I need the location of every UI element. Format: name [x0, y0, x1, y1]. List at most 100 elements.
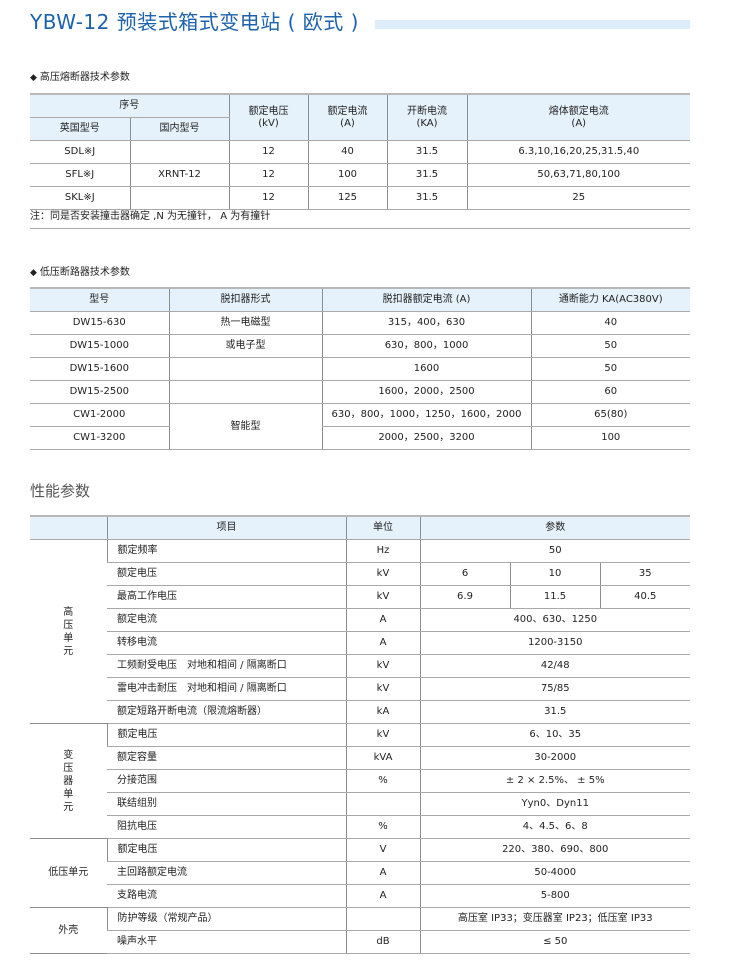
column-header: 脱扣器形式: [168, 287, 322, 312]
table-row: SDL※J 12 40 31.5 6.3,10,16,20,25,31.5,40: [30, 140, 690, 164]
item-cell: 工频耐受电压 对地和相间 / 隔离断口: [107, 654, 346, 678]
table-cell: 630，800，1000: [321, 334, 531, 358]
item-cell: 防护等级（常规产品）: [106, 907, 346, 931]
column-header: 通断能力 KA(AC380V): [530, 287, 690, 312]
unit-cell: kV: [345, 677, 420, 701]
table-cell: 65(80): [530, 403, 690, 427]
column-header: 单位: [345, 515, 420, 540]
table-cell: 12: [228, 140, 308, 164]
value-cell: 6.9: [419, 585, 510, 609]
table-row: 高压单元 额定频率 Hz 50: [30, 539, 690, 724]
table-row: 支路电流 A 5-800: [30, 884, 690, 908]
group-label-text: 低压单元: [48, 867, 89, 878]
table-cell: 50: [530, 357, 690, 381]
table-cell: 125: [307, 186, 387, 210]
unit-cell: %: [345, 815, 420, 839]
value-cell: 50-4000: [419, 861, 690, 885]
value-cell: ≤ 50: [419, 930, 690, 954]
item-cell: 分接范围: [107, 769, 346, 793]
value-cell: 10: [509, 562, 600, 586]
value-cell: Yyn0、Dyn11: [419, 792, 690, 816]
table-cell: 31.5: [386, 186, 467, 210]
column-header: 参数: [419, 515, 690, 540]
item-cell: 额定电压: [107, 562, 346, 586]
diamond-bullet-icon: ◆: [30, 73, 37, 83]
header-breaking: 开断电流 (KA): [386, 93, 467, 141]
table-cell: 31.5: [386, 163, 467, 187]
item-cell: 最高工作电压: [107, 585, 346, 609]
table-cell: 40: [307, 140, 387, 164]
table-cell: 2000，2500，3200: [321, 426, 531, 450]
value-cell: 4、4.5、6、8: [419, 815, 690, 839]
value-cell: 50: [419, 539, 690, 563]
value-cell: 40.5: [599, 585, 690, 609]
unit-cell: kVA: [345, 746, 420, 770]
item-cell: 额定短路开断电流（限流熔断器）: [107, 700, 346, 724]
unit-cell: Hz: [345, 539, 420, 563]
table-cell: 智能型: [168, 403, 322, 450]
breaker-table: 型号 脱扣器形式 脱扣器额定电流 (A) 通断能力 KA(AC380V) DW15-6…: [30, 287, 690, 450]
header-serial: 序号: [30, 93, 229, 118]
table-row: 额定电流 A 400、630、1250: [30, 608, 690, 632]
table-cell: SKL※J: [30, 186, 130, 210]
table-row: DW15-630 热一电磁型 315，400，630 40: [30, 311, 690, 335]
unit-cell: kV: [345, 585, 420, 609]
table-row: CW1-3200 2000，2500，3200 100: [30, 426, 690, 450]
group-label-text: 外壳: [58, 924, 79, 936]
value-cell: 31.5: [419, 700, 690, 724]
table-cell: 60: [530, 380, 690, 404]
item-cell: 额定容量: [107, 746, 346, 770]
header-fuse-current: 熔体额定电流 (A): [466, 93, 690, 141]
unit-cell: V: [345, 838, 420, 862]
unit-cell: kA: [345, 700, 420, 724]
table-row: DW15-1600 1600 50: [30, 357, 690, 381]
table-cell: 热一电磁型: [168, 311, 322, 335]
value-cell: 高压室 IP33；变压器室 IP23；低压室 IP33: [419, 907, 690, 931]
item-cell: 阻抗电压: [107, 815, 346, 839]
table-cell: 50,63,71,80,100: [466, 163, 690, 187]
unit-cell: [345, 792, 420, 816]
table-row: 变压器单元 额定电压 kV 6、10、35: [30, 723, 690, 839]
unit-cell: [345, 907, 420, 931]
table-cell: 100: [307, 163, 387, 187]
breaker-section-heading: ◆ 低压断路器技术参数: [30, 263, 130, 278]
unit-cell: kV: [345, 723, 420, 747]
value-cell: 6、10、35: [419, 723, 690, 747]
value-cell: ± 2 × 2.5%、 ± 5%: [419, 769, 690, 793]
table-row: 转移电流 A 1200-3150: [30, 631, 690, 655]
item-cell: 额定电压: [106, 723, 346, 747]
unit-cell: dB: [345, 930, 420, 954]
group-label-text: 高压单元: [63, 606, 74, 657]
table-cell: 40: [530, 311, 690, 335]
table-row: 联结组别 Yyn0、Dyn11: [30, 792, 690, 816]
page-title: YBW-12 预装式箱式变电站 ( 欧式 ): [30, 10, 359, 34]
item-cell: 额定电压: [106, 838, 346, 862]
fuse-heading-text: 高压熔断器技术参数: [39, 72, 130, 83]
value-cell: 5-800: [419, 884, 690, 908]
table-cell: 12: [228, 163, 308, 187]
value-cell: 35: [599, 562, 690, 586]
table-row: 分接范围% ± 2 × 2.5%、 ± 5%: [30, 769, 690, 793]
table-row: 额定短路开断电流（限流熔断器） kA 31.5: [30, 700, 690, 724]
fuse-section-heading: ◆ 高压熔断器技术参数: [30, 68, 130, 83]
performance-heading: 性能参数: [30, 482, 91, 500]
fuse-table: 序号 额定电压 (kV) 额定电流 (A) 开断电流 (KA) 熔体额定电流 (A) 英…: [30, 93, 690, 210]
table-cell: 50: [530, 334, 690, 358]
header-cn-model: 国内型号: [129, 117, 229, 141]
table-cell: 或电子型: [168, 334, 322, 358]
table-cell: SFL※J: [30, 163, 130, 187]
table-cell: 6.3,10,16,20,25,31.5,40: [466, 140, 690, 164]
table-row: 最高工作电压 kV 6.9 11.5 40.5: [30, 585, 690, 609]
table-cell: 100: [530, 426, 690, 450]
value-cell: 400、630、1250: [419, 608, 690, 632]
column-header: [30, 515, 107, 540]
group-label: 变压器单元: [30, 723, 107, 839]
table-row: 噪声水平 dB ≤ 50: [30, 930, 690, 954]
table-cell: [168, 380, 322, 404]
table-row: 工频耐受电压 对地和相间 / 隔离断口 kV 42/48: [30, 654, 690, 678]
item-cell: 联结组别: [107, 792, 346, 816]
item-cell: 额定电流: [107, 608, 346, 632]
group-label-text: 变压器单元: [63, 749, 74, 813]
column-header: 项目: [106, 515, 346, 540]
diamond-bullet-icon: ◆: [30, 268, 37, 278]
